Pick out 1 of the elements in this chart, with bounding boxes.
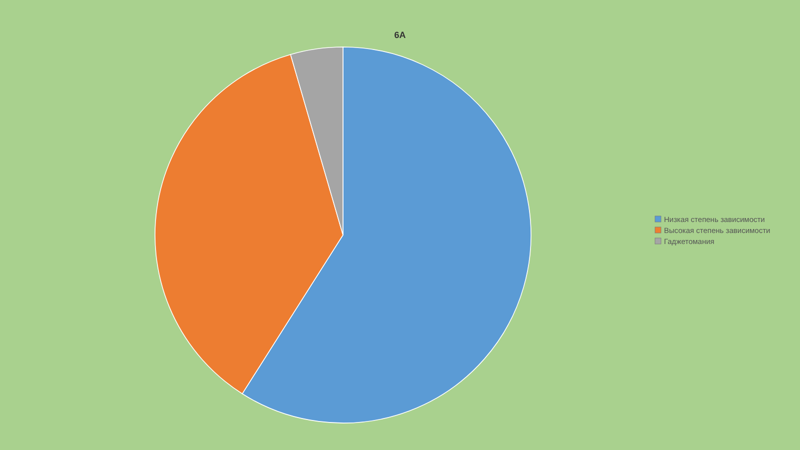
- chart-title: 6А: [394, 30, 406, 40]
